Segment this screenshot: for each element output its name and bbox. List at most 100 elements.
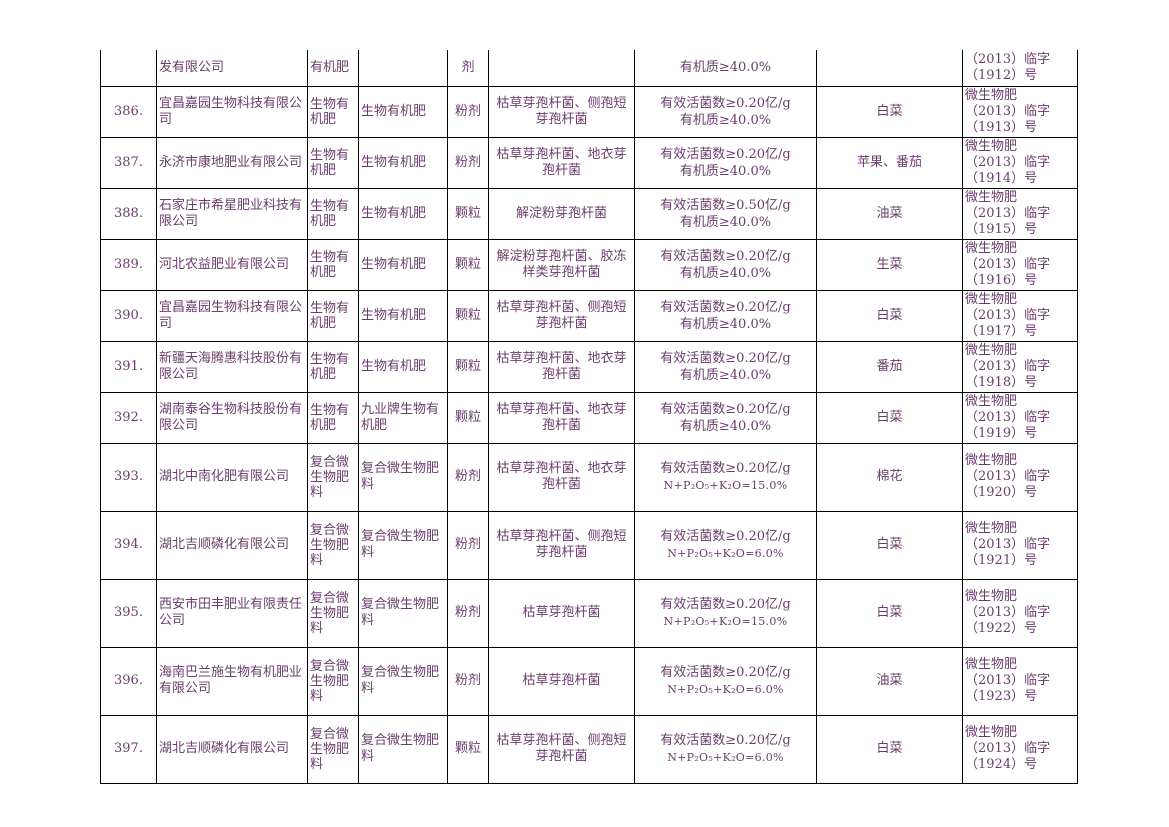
- product-category: 生物有机肥: [310, 147, 350, 178]
- strain-cell: 枯草芽孢杆菌: [488, 646, 635, 716]
- crop-name: 苹果、番茄: [856, 154, 922, 170]
- company-cell: 永济市康地肥业有限公司: [156, 136, 308, 189]
- content-cell: 有效活菌数≥0.20亿/g N+P₂O₅+K₂O=6.0%: [634, 510, 817, 580]
- product-name-cell: 生物有机肥: [358, 85, 448, 138]
- registration-line-2: （2013）临字: [965, 358, 1051, 374]
- registration-cell: 微生物肥 （2013）临字 （1918）号: [962, 340, 1078, 393]
- company-name: 新疆天海腾惠科技股份有限公司: [159, 350, 303, 382]
- crop-cell: 白菜: [816, 578, 963, 648]
- product-category: 生物有机肥: [310, 402, 350, 433]
- registration-line-1: 微生物肥: [965, 657, 1018, 672]
- registration-line-3: （1919）号: [965, 425, 1038, 441]
- company-name: 湖北吉顺磷化有限公司: [159, 537, 290, 552]
- product-name-cell: 九业牌生物有机肥: [358, 391, 448, 444]
- category-cell: 生物有机肥: [307, 340, 359, 393]
- form-cell: 颗粒: [447, 238, 489, 291]
- content-line-2: N+P₂O₅+K₂O=6.0%: [667, 751, 784, 764]
- strain-text: 枯草芽孢杆菌、地衣芽孢杆菌: [496, 401, 627, 433]
- content-line-1: 有效活菌数≥0.20亿/g: [660, 350, 791, 366]
- product-category: 复合微生物肥料: [310, 658, 350, 704]
- serial-number-cell: 392.: [100, 391, 157, 444]
- serial-number-cell: 386.: [100, 85, 157, 138]
- registration-line-1: 微生物肥: [965, 291, 1018, 307]
- serial-number-cell: [100, 50, 157, 87]
- product-category: 生物有机肥: [310, 300, 350, 331]
- category-cell: 生物有机肥: [307, 238, 359, 291]
- product-category: 生物有机肥: [310, 96, 350, 127]
- content-cell: 有效活菌数≥0.20亿/g 有机质≥40.0%: [634, 391, 817, 444]
- serial-number: 387.: [114, 154, 143, 170]
- product-form: 粉剂: [454, 537, 481, 552]
- crop-name: 油菜: [876, 205, 903, 221]
- strain-cell: 枯草芽孢杆菌、侧孢短芽孢杆菌: [488, 510, 635, 580]
- company-cell: 新疆天海腾惠科技股份有限公司: [156, 340, 308, 393]
- registration-cell: 微生物肥 （2013）临字 （1920）号: [962, 442, 1078, 512]
- registration-cell: 微生物肥 （2013）临字 （1915）号: [962, 187, 1078, 240]
- content-line-2: 有机质≥40.0%: [679, 163, 772, 179]
- category-cell: 复合微生物肥料: [307, 442, 359, 512]
- content-line-1: 有效活菌数≥0.20亿/g: [660, 461, 791, 476]
- product-category: 复合微生物肥料: [310, 454, 350, 500]
- registration-line-3: （1913）号: [965, 119, 1038, 135]
- content-line-2: 有机质≥40.0%: [679, 316, 772, 332]
- fertilizer-registration-table: 发有限公司 有机肥剂有机质≥40.0% （2013）临字 （1912）号 386. 宜昌嘉…: [100, 50, 1078, 784]
- product-name: 复合微生物肥料: [361, 529, 440, 560]
- registration-line-3: （1917）号: [965, 323, 1038, 339]
- registration-line-1: 微生物肥: [965, 138, 1018, 154]
- product-name: 生物有机肥: [361, 256, 427, 272]
- company-name: 永济市康地肥业有限公司: [159, 154, 303, 170]
- product-category: 复合微生物肥料: [310, 522, 350, 568]
- strain-text: 枯草芽孢杆菌、侧孢短芽孢杆菌: [496, 299, 627, 331]
- table-row: 388. 石家庄市希星肥业科技有限公司 生物有机肥 生物有机肥 颗粒 解淀粉芽孢杆菌 有效活…: [100, 187, 1078, 240]
- content-cell: 有效活菌数≥0.20亿/g N+P₂O₅+K₂O=15.0%: [634, 442, 817, 512]
- serial-number: 388.: [114, 205, 143, 221]
- content-line-1: 有效活菌数≥0.20亿/g: [660, 95, 791, 111]
- product-name: 复合微生物肥料: [361, 665, 440, 696]
- strain-text: 解淀粉芽孢杆菌、胶冻样类芽孢杆菌: [496, 248, 627, 280]
- form-cell: 颗粒: [447, 187, 489, 240]
- strain-cell: 枯草芽孢杆菌、地衣芽孢杆菌: [488, 391, 635, 444]
- registration-line-2: （2013）临字: [965, 205, 1051, 221]
- crop-name: 油菜: [876, 673, 903, 688]
- registration-line-3: （1916）号: [965, 272, 1038, 288]
- content-line-1: 有效活菌数≥0.20亿/g: [660, 665, 791, 680]
- category-cell: 生物有机肥: [307, 289, 359, 342]
- registration-line-2: （2013）临字: [965, 537, 1051, 552]
- category-cell: 生物有机肥: [307, 85, 359, 138]
- registration-line-2: （2013）临字: [965, 741, 1051, 756]
- registration-line-2: （2013）临字: [965, 154, 1051, 170]
- company-name: 河北农益肥业有限公司: [159, 256, 290, 272]
- content-line-1: 有效活菌数≥0.50亿/g: [660, 197, 791, 213]
- product-form: 粉剂: [454, 154, 481, 170]
- category-cell: 复合微生物肥料: [307, 714, 359, 784]
- content-cell: 有效活菌数≥0.20亿/g N+P₂O₅+K₂O=6.0%: [634, 714, 817, 784]
- company-name: 发有限公司: [159, 59, 225, 75]
- content-cell: 有效活菌数≥0.20亿/g 有机质≥40.0%: [634, 85, 817, 138]
- registration-line-1: （2013）临字: [965, 51, 1051, 67]
- registration-cell: 微生物肥 （2013）临字 （1913）号: [962, 85, 1078, 138]
- registration-line-2: （2013）临字: [965, 605, 1051, 620]
- company-name: 湖北中南化肥有限公司: [159, 469, 290, 484]
- content-cell: 有效活菌数≥0.20亿/g N+P₂O₅+K₂O=6.0%: [634, 646, 817, 716]
- product-name: 复合微生物肥料: [361, 597, 440, 628]
- registration-line-1: 微生物肥: [965, 240, 1018, 256]
- product-name: 复合微生物肥料: [361, 733, 440, 764]
- crop-name: 白菜: [876, 741, 903, 756]
- registration-cell: 微生物肥 （2013）临字 （1924）号: [962, 714, 1078, 784]
- serial-number-cell: 387.: [100, 136, 157, 189]
- form-cell: 粉剂: [447, 510, 489, 580]
- form-cell: 粉剂: [447, 136, 489, 189]
- product-category: 复合微生物肥料: [310, 590, 350, 636]
- registration-line-3: （1914）号: [965, 170, 1038, 186]
- product-name: 复合微生物肥料: [361, 461, 440, 492]
- registration-cell: 微生物肥 （2013）临字 （1921）号: [962, 510, 1078, 580]
- crop-cell: 白菜: [816, 391, 963, 444]
- category-cell: 生物有机肥: [307, 136, 359, 189]
- product-form: 颗粒: [454, 307, 481, 323]
- strain-cell: 解淀粉芽孢杆菌、胶冻样类芽孢杆菌: [488, 238, 635, 291]
- crop-name: 番茄: [876, 358, 903, 374]
- registration-line-1: 微生物肥: [965, 589, 1018, 604]
- product-form: 颗粒: [454, 256, 481, 272]
- strain-text: 枯草芽孢杆菌、侧孢短芽孢杆菌: [496, 733, 627, 764]
- registration-line-3: （1918）号: [965, 374, 1038, 390]
